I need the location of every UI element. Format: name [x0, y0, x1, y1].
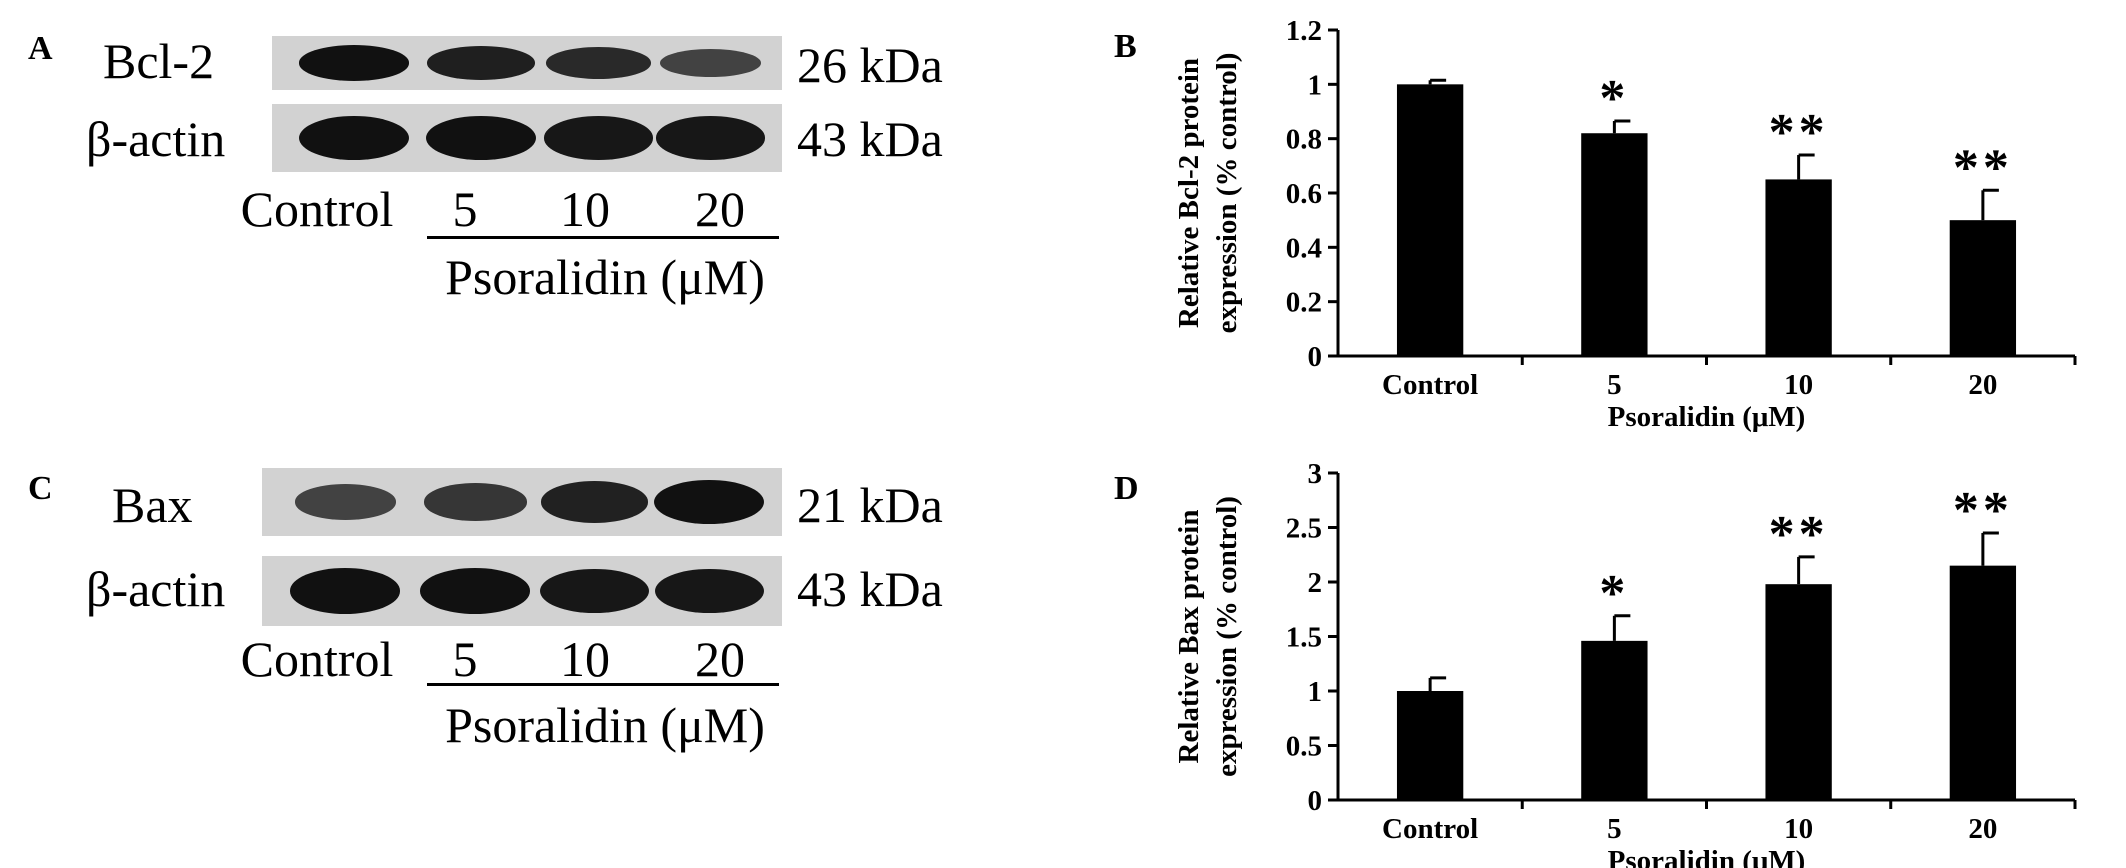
bcl2-significance-mark: ** [1953, 139, 2013, 196]
bax-bar-Control [1396, 691, 1464, 800]
panel-letter-b: B [1114, 28, 1137, 65]
bax-y-tick-label: 1.5 [1286, 622, 1322, 654]
lane-label-20-c: 20 [695, 631, 745, 687]
actin-a-band-1 [426, 115, 537, 161]
bax-bar-5 [1581, 640, 1648, 800]
western-blot-actin-c [262, 556, 782, 626]
panel-letter-d: D [1114, 470, 1139, 507]
bcl2-bar-20 [1949, 220, 2017, 356]
bcl2-category-label: 5 [1607, 369, 1622, 401]
bax-y-tick-label: 0 [1308, 785, 1323, 817]
bcl2-y-tick-label: 1.2 [1286, 15, 1322, 47]
bax-bar-20 [1949, 565, 2017, 800]
bcl2-y-tick-label: 0.6 [1286, 178, 1322, 210]
blot-label-bcl2: Bcl-2 [103, 33, 215, 89]
bax-significance-mark: ** [1769, 506, 1829, 563]
panel-letter-c: C [28, 470, 53, 507]
bax-category-label: 20 [1968, 813, 1997, 845]
actin-a-band-0 [298, 115, 409, 161]
treatment-underline-a [427, 236, 779, 239]
treatment-label-c: Psoralidin (μM) [445, 697, 765, 753]
lane-label-5-c: 5 [452, 631, 478, 687]
bcl2-y-tick-label: 1 [1308, 69, 1323, 101]
lane-label-20-a: 20 [695, 181, 745, 237]
bcl2-y-tick-label: 0.4 [1286, 232, 1322, 264]
bcl2-band-3 [660, 49, 762, 77]
bcl2-y-axis-label: expression (% control) [1211, 53, 1243, 334]
bax-x-axis-label: Psoralidin (μM) [1608, 845, 1806, 868]
bcl2-band-2 [545, 47, 652, 79]
bax-significance-mark: ** [1953, 482, 2013, 539]
kda-label-bax: 21 kDa [797, 477, 943, 533]
blot-label-actin-a: β-actin [86, 111, 226, 167]
bax-y-tick-label: 2.5 [1286, 513, 1322, 545]
bcl2-category-label: Control [1382, 369, 1478, 401]
bcl2-y-tick-label: 0.2 [1286, 287, 1322, 319]
blot-label-bax: Bax [112, 477, 193, 533]
bcl2-band-1 [427, 46, 535, 80]
western-blot-bcl2 [272, 36, 782, 90]
bcl2-category-label: 10 [1784, 369, 1813, 401]
bax-y-tick-label: 3 [1308, 458, 1323, 490]
lane-label-5-a: 5 [452, 181, 478, 237]
actin-a-band-3 [656, 116, 766, 160]
bcl2-y-axis-label: Relative Bcl-2 protein [1173, 58, 1205, 328]
lane-label-10-c: 10 [560, 631, 610, 687]
western-blot-bax [262, 468, 782, 536]
actin-c-band-3 [654, 568, 764, 614]
lane-label-control-c: Control [240, 631, 394, 687]
panel-letter-a: A [28, 30, 53, 67]
bax-y-tick-label: 1 [1308, 676, 1323, 708]
bcl2-category-label: 20 [1968, 369, 1997, 401]
bcl2-band-0 [298, 45, 409, 81]
bcl2-x-axis-label: Psoralidin (μM) [1608, 401, 1806, 433]
bax-y-axis-label: expression (% control) [1211, 496, 1243, 777]
bax-significance-mark: * [1599, 565, 1629, 622]
bax-y-axis-label: Relative Bax protein [1173, 510, 1205, 764]
bcl2-significance-mark: ** [1769, 104, 1829, 161]
bcl2-bar-Control [1396, 84, 1464, 356]
bax-band-1 [423, 483, 527, 521]
bcl2-y-tick-label: 0 [1308, 341, 1323, 373]
bax-band-0 [294, 484, 396, 520]
lane-label-control-a: Control [240, 181, 394, 237]
bcl2-y-tick-label: 0.8 [1286, 124, 1322, 156]
kda-label-bcl2: 26 kDa [797, 37, 943, 93]
bcl2-significance-mark: * [1599, 70, 1629, 127]
kda-label-actin-c: 43 kDa [797, 561, 943, 617]
bax-category-label: Control [1382, 813, 1478, 845]
blot-label-actin-c: β-actin [86, 561, 226, 617]
bax-category-label: 5 [1607, 813, 1622, 845]
actin-c-band-0 [290, 568, 401, 614]
treatment-underline-c [427, 683, 779, 686]
bax-y-tick-label: 0.5 [1286, 731, 1322, 763]
actin-a-band-2 [543, 116, 653, 160]
bcl2-bar-5 [1581, 133, 1648, 356]
lane-label-10-a: 10 [560, 181, 610, 237]
kda-label-actin-a: 43 kDa [797, 111, 943, 167]
bax-category-label: 10 [1784, 813, 1813, 845]
bax-band-3 [654, 479, 765, 525]
bax-band-2 [541, 481, 649, 523]
treatment-label-a: Psoralidin (μM) [445, 249, 765, 305]
actin-c-band-1 [420, 568, 531, 614]
bax-y-tick-label: 2 [1308, 567, 1323, 599]
bcl2-bar-10 [1765, 179, 1832, 356]
western-blot-actin-a [272, 104, 782, 172]
bax-bar-10 [1765, 584, 1832, 800]
actin-c-band-2 [540, 568, 650, 614]
